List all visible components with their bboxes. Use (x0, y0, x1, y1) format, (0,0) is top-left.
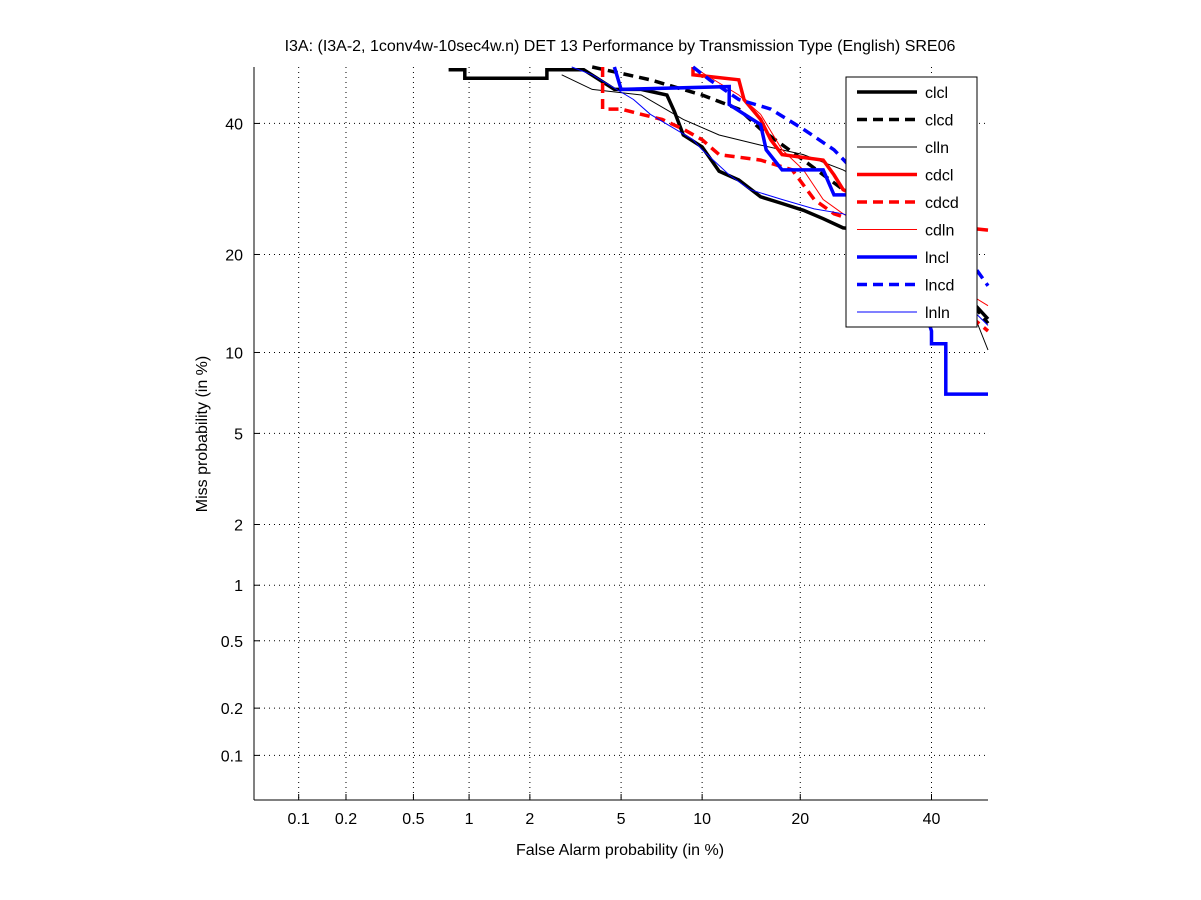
y-axis-label: Miss probability (in %) (194, 356, 211, 512)
x-tick-labels: 0.1 0.2 0.5 1 2 5 10 20 40 (288, 811, 941, 828)
legend-label-cdcl: cdcl (925, 168, 953, 185)
legend-label-clcd: clcd (925, 113, 953, 130)
y-tick-label: 0.1 (221, 748, 243, 765)
legend-label-lnln: lnln (925, 305, 950, 322)
x-tick-label: 10 (693, 811, 711, 828)
x-tick-label: 2 (525, 811, 534, 828)
x-axis-label: False Alarm probability (in %) (516, 842, 724, 859)
y-tick-label: 40 (225, 116, 243, 133)
y-tick-label: 5 (234, 426, 243, 443)
y-tick-label: 10 (225, 345, 243, 362)
legend-label-clln: clln (925, 140, 949, 157)
y-tick-label: 0.2 (221, 701, 243, 718)
chart-title: I3A: (I3A-2, 1conv4w-10sec4w.n) DET 13 P… (285, 38, 956, 55)
x-tick-label: 20 (791, 811, 809, 828)
x-tick-label: 5 (617, 811, 626, 828)
y-tick-label: 2 (234, 517, 243, 534)
x-tick-label: 0.1 (288, 811, 310, 828)
grid (254, 67, 988, 800)
x-tick-label: 1 (465, 811, 474, 828)
legend-label-cdln: cdln (925, 223, 954, 240)
legend-label-cdcd: cdcd (925, 195, 959, 212)
y-tick-label: 1 (234, 578, 243, 595)
y-tick-label: 0.5 (221, 634, 243, 651)
legend-label-clcl: clcl (925, 85, 948, 102)
legend-label-lncd: lncd (925, 278, 954, 295)
legend: clcl clcd clln cdcl cdcd cdln lncl lncd lnln (845, 76, 978, 328)
x-tick-label: 0.2 (335, 811, 357, 828)
x-tick-label: 40 (923, 811, 941, 828)
y-tick-labels: 0.1 0.2 0.5 1 2 5 10 20 40 (221, 116, 243, 765)
x-tick-label: 0.5 (402, 811, 424, 828)
series-lncl-line (612, 66, 988, 396)
legend-label-lncl: lncl (925, 250, 949, 267)
y-tick-label: 20 (225, 247, 243, 264)
